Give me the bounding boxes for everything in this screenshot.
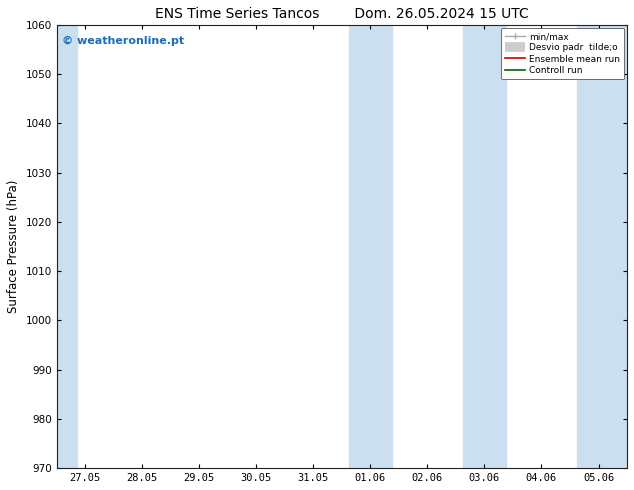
- Bar: [349, 25, 392, 468]
- Bar: [463, 25, 506, 468]
- Bar: [56, 25, 77, 468]
- Bar: [577, 25, 627, 468]
- Legend: min/max, Desvio padr  tilde;o, Ensemble mean run, Controll run: min/max, Desvio padr tilde;o, Ensemble m…: [501, 27, 624, 79]
- Y-axis label: Surface Pressure (hPa): Surface Pressure (hPa): [7, 180, 20, 313]
- Title: ENS Time Series Tancos        Dom. 26.05.2024 15 UTC: ENS Time Series Tancos Dom. 26.05.2024 1…: [155, 7, 529, 21]
- Text: © weatheronline.pt: © weatheronline.pt: [62, 36, 184, 46]
